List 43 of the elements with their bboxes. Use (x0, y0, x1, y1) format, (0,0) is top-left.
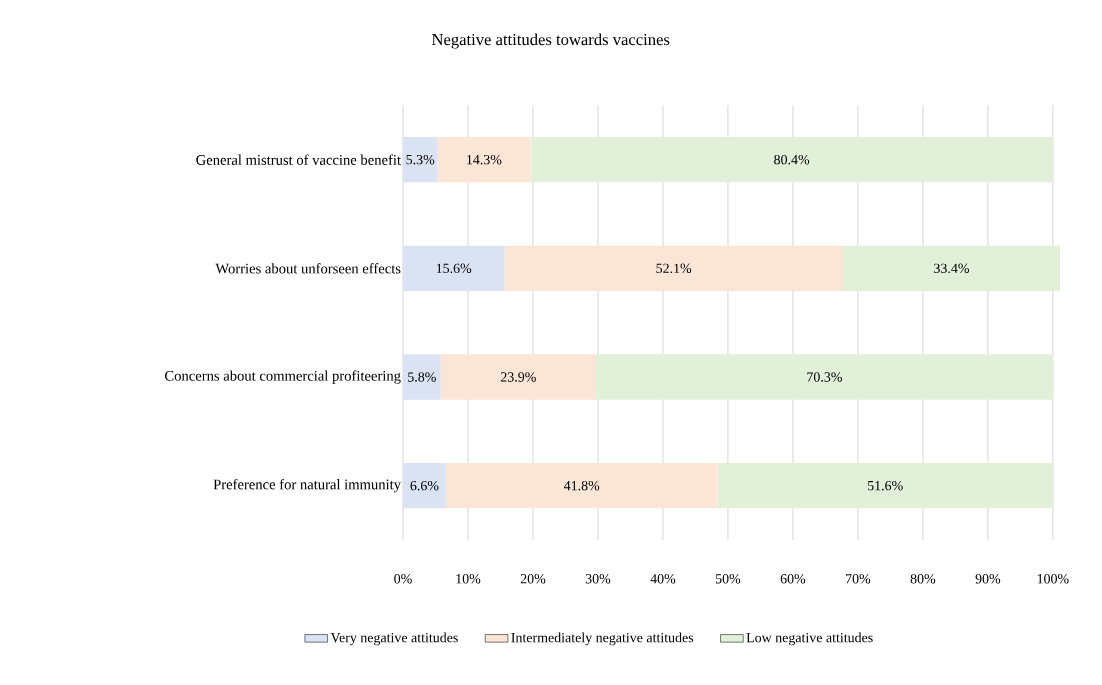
x-tick-label: 40% (650, 574, 676, 584)
bar (403, 354, 441, 400)
bar (403, 137, 438, 183)
y-tick-label: Concerns about commercial profiteering (165, 370, 401, 384)
bar (504, 245, 843, 291)
bar (445, 463, 718, 509)
x-tick-label: 10% (456, 574, 481, 584)
chart-title: Negative attitudes towards vaccines (431, 33, 670, 49)
data-label: 51.6% (868, 480, 903, 491)
y-tick-label: General mistrust of vaccine benefit (196, 154, 401, 165)
data-label: 5.8% (408, 372, 436, 382)
data-label: 15.6% (436, 263, 472, 274)
bar (596, 354, 1053, 400)
bar (842, 245, 1061, 291)
legend-label: Low negative attitudes (746, 632, 873, 646)
bar (440, 354, 597, 400)
data-label: 41.8% (563, 480, 600, 491)
x-tick-label: 80% (910, 574, 936, 584)
legend-label: Intermediately negative attitudes (511, 632, 694, 646)
data-label: 52.1% (656, 263, 692, 274)
data-label: 14.3% (467, 154, 502, 165)
data-label: 5.3% (406, 154, 435, 165)
bar (437, 137, 531, 183)
data-label: 23.9% (500, 372, 536, 382)
x-tick-label: 90% (975, 574, 1001, 584)
x-tick-label: 60% (780, 574, 806, 584)
bar (717, 463, 1053, 509)
data-label: 70.3% (807, 372, 842, 382)
bar (403, 463, 446, 509)
legend-label: Very negative attitudes (330, 632, 458, 646)
data-label: 6.6% (410, 480, 439, 491)
x-tick-label: 0% (394, 574, 412, 584)
x-tick-label: 30% (585, 574, 611, 584)
x-tick-label: 50% (715, 574, 741, 584)
bar (403, 245, 505, 291)
data-label: 33.4% (934, 263, 969, 274)
data-label: 80.4% (774, 154, 810, 165)
y-tick-label: Preference for natural immunity (213, 478, 401, 493)
x-tick-label: 70% (846, 574, 871, 584)
x-tick-label: 100% (1037, 574, 1069, 584)
x-tick-label: 20% (520, 574, 546, 584)
bar (530, 137, 1053, 183)
y-tick-label: Worries about unforseen effects (215, 263, 401, 274)
